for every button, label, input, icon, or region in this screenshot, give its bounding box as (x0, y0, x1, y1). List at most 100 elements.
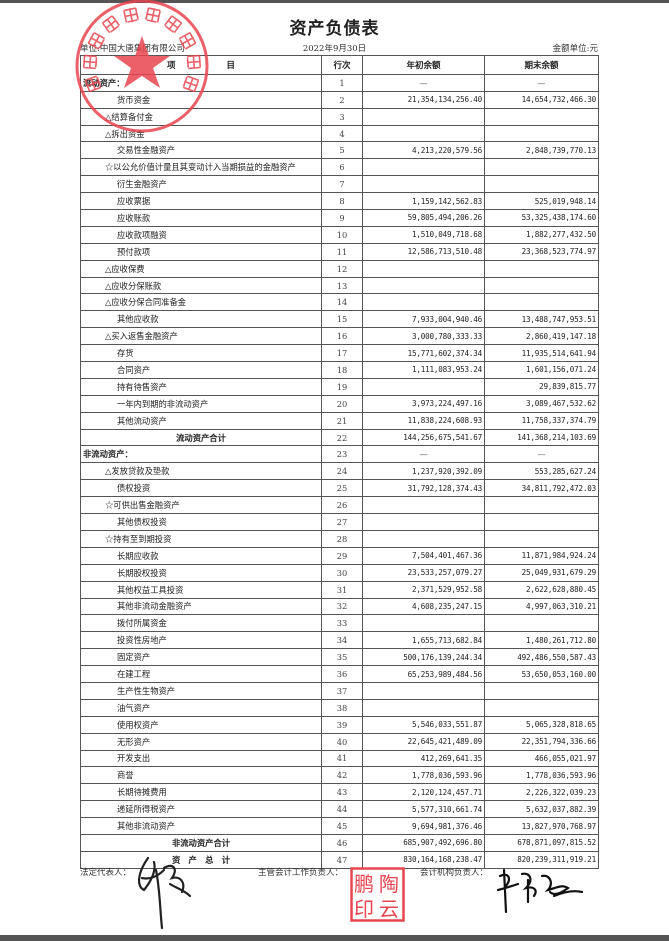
beginning-balance: 2,120,124,457.71 (362, 783, 485, 802)
beginning-balance: 3,000,780,333.33 (362, 327, 485, 346)
row-number: 9 (321, 209, 363, 227)
beginning-balance: — (362, 445, 485, 464)
currency-unit: 金额单位:元 (552, 44, 598, 54)
table-row: △应收分保合同准备金 14 (80, 293, 599, 312)
beginning-balance: 4,213,220,579.56 (362, 141, 485, 160)
beginning-balance: 7,933,004,940.46 (362, 310, 485, 329)
table-row: ☆以公允价值计量且其变动计入当期损益的金融资产 6 (80, 158, 599, 177)
accounting-head-label: 主管会计工作负责人： (258, 868, 344, 878)
ending-balance (484, 529, 599, 548)
ending-balance (484, 513, 599, 531)
page-title: 资产负债表 (289, 19, 380, 39)
row-number: 16 (321, 327, 363, 346)
personal-seal-stamp: 陶 鹏 云 印 (350, 867, 405, 922)
accounting-dept-head-signature (496, 868, 584, 914)
beginning-balance (362, 175, 485, 194)
table-row: △应收分保账款 13 (80, 276, 599, 295)
beginning-balance (362, 107, 485, 126)
ending-balance: 1,480,261,712.80 (484, 631, 599, 650)
row-item-label: △拆出资金 (80, 124, 322, 143)
ending-balance (484, 681, 599, 700)
beginning-balance (362, 276, 485, 295)
row-item-label: 使用权资产 (80, 715, 322, 734)
beginning-balance: 59,805,494,206.26 (362, 209, 485, 227)
beginning-balance: 12,586,713,510.48 (362, 242, 485, 261)
table-row: 使用权资产 39 5,546,033,551.87 5,065,328,818.65 (80, 715, 599, 734)
ending-balance (484, 496, 599, 515)
row-item-label: 其他权益工具投资 (80, 580, 322, 599)
ending-balance: 3,089,467,532.62 (484, 394, 599, 413)
ending-balance: 14,654,732,466.30 (484, 90, 599, 109)
row-number: 32 (321, 597, 363, 616)
beginning-balance: 9,694,981,376.46 (362, 817, 485, 835)
beginning-balance: 1,237,920,392.09 (362, 462, 485, 481)
row-item-label: 递延所得税资产 (80, 800, 322, 819)
beginning-balance (362, 124, 485, 143)
beginning-balance (362, 681, 485, 700)
row-item-label: ☆以公允价值计量且其变动计入当期损益的金融资产 (80, 158, 322, 177)
row-item-label: 衍生金融资产 (80, 175, 322, 194)
row-item-label: 油气资产 (80, 698, 322, 717)
beginning-balance: 1,159,142,562.83 (362, 192, 485, 211)
beginning-balance: 830,164,168,238.47 (362, 850, 485, 869)
row-item-label: 流动资产： (80, 73, 322, 92)
table-row: 衍生金融资产 7 (80, 175, 599, 194)
row-item-label: 投资性房地产 (80, 631, 322, 650)
beginning-balance (362, 377, 485, 396)
table-row: 流动资产： 1— — (80, 73, 599, 92)
beginning-balance: 31,792,128,374.43 (362, 479, 485, 498)
beginning-balance: 21,354,134,256.40 (362, 90, 485, 109)
row-number: 38 (321, 698, 363, 717)
ending-balance: 11,935,514,641.94 (484, 344, 599, 363)
ending-balance: 5,065,328,818.65 (484, 715, 599, 734)
ending-balance: 5,632,037,882.39 (484, 800, 599, 819)
row-item-label: 其他应收款 (80, 310, 322, 329)
viewer-top-bar (0, 0, 669, 3)
beginning-balance: 1,655,713,682.84 (362, 631, 485, 650)
table-row: 其他流动资产 21 11,838,224,608.93 11,758,337,374.… (80, 411, 599, 430)
row-item-label: ☆可供出售金融资产 (80, 496, 322, 515)
ending-balance (484, 259, 599, 278)
ending-balance: 13,827,970,768.97 (484, 817, 599, 835)
row-number: 4 (321, 124, 363, 143)
balance-sheet-table: 项 目 行次 年初余额 期末余额 流动资产： 1— — 货币资金 2 21,354,134… (80, 55, 599, 869)
table-row: 持有待售资产 19 29,839,815.77 (80, 377, 599, 396)
row-item-label: 其他流动资产 (80, 411, 322, 430)
ending-balance: — (484, 73, 599, 92)
beginning-balance: 5,577,310,661.74 (362, 800, 485, 819)
table-row: 流动资产合计 22 144,256,675,541.67 141,368,214,10… (80, 428, 599, 447)
row-number: 41 (321, 749, 363, 768)
table-row: 存货 17 15,771,602,374.34 11,935,514,641.94 (80, 344, 599, 363)
row-number: 24 (321, 462, 363, 481)
beginning-balance: 144,256,675,541.67 (362, 428, 485, 447)
beginning-balance (362, 158, 485, 177)
row-item-label: 长期股权投资 (80, 563, 322, 582)
row-number: 25 (321, 479, 363, 498)
row-number: 22 (321, 428, 363, 447)
svg-text:鹏: 鹏 (354, 872, 374, 896)
beginning-balance: 1,111,083,953.24 (362, 361, 485, 379)
row-item-label: △买入返售金融资产 (80, 327, 322, 346)
row-item-label: 持有待售资产 (80, 377, 322, 396)
row-number: 17 (321, 344, 363, 363)
row-number: 27 (321, 513, 363, 531)
row-number: 21 (321, 411, 363, 430)
row-item-label: 应收账款 (80, 209, 322, 227)
ending-balance: 11,871,984,924.24 (484, 546, 599, 565)
ending-balance: 22,351,794,336.66 (484, 732, 599, 751)
ending-balance: 2,622,628,880.45 (484, 580, 599, 599)
row-number: 39 (321, 715, 363, 734)
table-row: △结算备付金 3 (80, 107, 599, 126)
table-row: 递延所得税资产 44 5,577,310,661.74 5,632,037,882.3… (80, 800, 599, 819)
table-row: 在建工程 36 65,253,989,484.56 53,650,053,160.00 (80, 665, 599, 683)
table-row: 其他非流动资产 45 9,694,981,376.46 13,827,970,768.… (80, 817, 599, 835)
table-row: △发放贷款及垫款 24 1,237,920,392.09 553,285,627.24 (80, 462, 599, 481)
header-ending-balance: 期末余额 (484, 55, 599, 75)
table-row: 长期待摊费用 43 2,120,124,457.71 2,226,322,039.23 (80, 783, 599, 802)
header-beginning-balance: 年初余额 (362, 55, 485, 75)
beginning-balance (362, 513, 485, 531)
ending-balance: 492,486,550,587.43 (484, 648, 599, 667)
ending-balance: 29,839,815.77 (484, 377, 599, 396)
row-item-label: 非流动资产： (80, 445, 322, 464)
beginning-balance (362, 293, 485, 312)
